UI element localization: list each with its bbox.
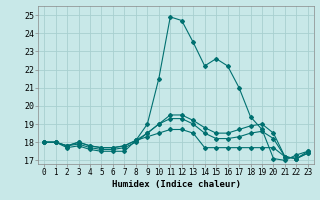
X-axis label: Humidex (Indice chaleur): Humidex (Indice chaleur) bbox=[111, 180, 241, 189]
